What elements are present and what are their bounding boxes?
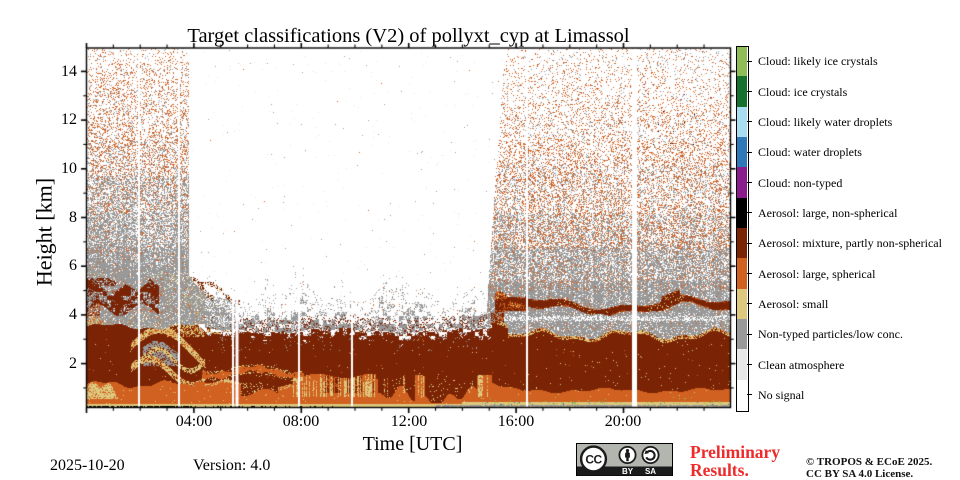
svg-text:SA: SA xyxy=(645,467,656,476)
svg-text:CC: CC xyxy=(585,453,602,467)
svg-text:BY: BY xyxy=(622,467,634,476)
